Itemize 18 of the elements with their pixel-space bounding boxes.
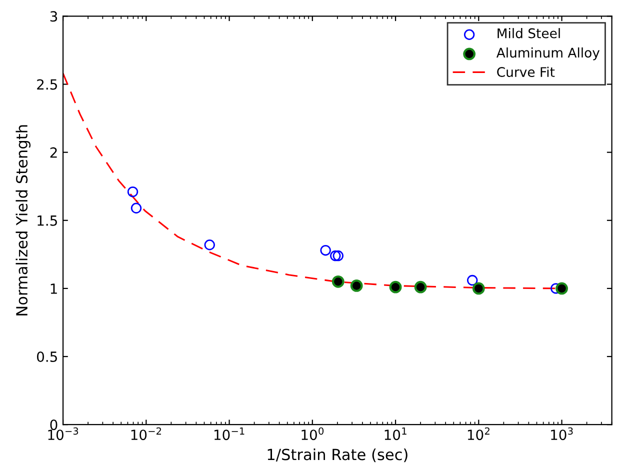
legend-label: Aluminum Alloy xyxy=(496,47,600,60)
y-tick-label: 1.5 xyxy=(38,216,57,226)
y-tick-label: 2.5 xyxy=(37,79,57,90)
x-tick-label: 10$^{1}$ xyxy=(384,428,406,440)
y-axis-title: Normalized Yield Stength xyxy=(16,125,31,316)
legend-label: Mild Steel xyxy=(498,28,560,38)
x-axis-title: 1/Strain Rate (sec) xyxy=(268,448,408,462)
x-tick-label: 10$^{3}$ xyxy=(551,427,573,440)
y-tick-label: 1 xyxy=(50,284,57,294)
x-tick-label: 10$^{2}$ xyxy=(468,427,490,440)
x-tick-label: 10$^{0}$ xyxy=(302,427,324,440)
x-tick-label: 10$^{−1}$ xyxy=(214,428,244,440)
y-tick-label: 2 xyxy=(50,147,57,158)
legend-label: Curve Fit xyxy=(497,66,555,78)
x-tick-label: 10$^{−2}$ xyxy=(131,427,162,440)
y-tick-label: 0 xyxy=(50,420,58,430)
y-tick-label: 0.5 xyxy=(37,351,57,362)
y-tick-label: 3 xyxy=(50,11,58,22)
